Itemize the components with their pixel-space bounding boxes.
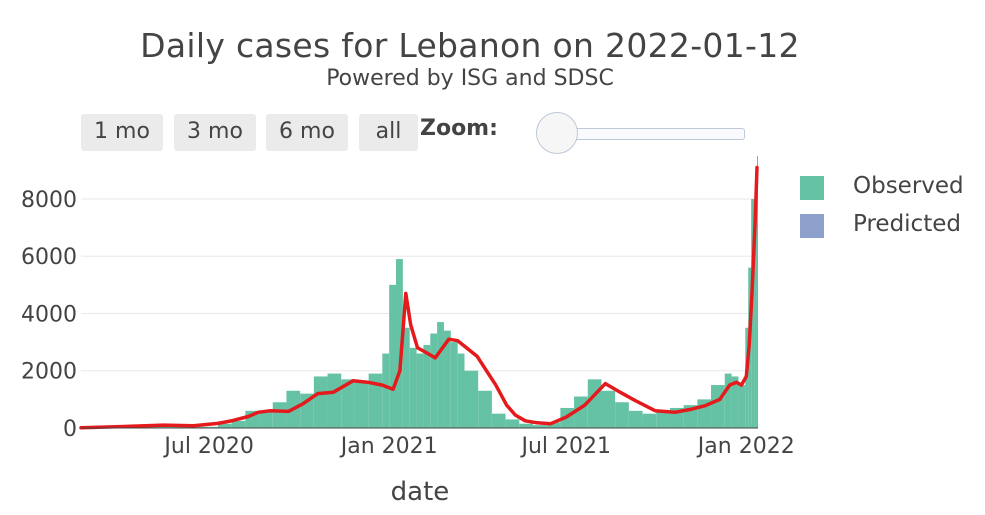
legend-swatch-observed bbox=[800, 176, 824, 200]
y-tick-label: 4000 bbox=[21, 302, 77, 327]
bar-observed bbox=[711, 385, 725, 428]
bar-observed bbox=[491, 413, 506, 428]
x-tick-label: Jul 2020 bbox=[162, 434, 254, 459]
smoothed-line-path bbox=[79, 165, 759, 430]
bar-observed bbox=[642, 413, 657, 428]
range-button-6mo[interactable]: 6 mo bbox=[266, 114, 348, 151]
chart-subtitle: Powered by ISG and SDSC bbox=[326, 66, 614, 91]
bar-observed bbox=[546, 422, 561, 428]
bar-observed bbox=[259, 412, 273, 428]
gridlines bbox=[81, 198, 758, 372]
smoothed-line bbox=[79, 165, 759, 430]
bar-observed bbox=[409, 347, 417, 428]
bar-observed bbox=[601, 390, 616, 428]
bar-predicted bbox=[757, 156, 758, 428]
y-tick-label: 0 bbox=[63, 417, 77, 442]
bar-observed bbox=[628, 410, 643, 428]
bar-observed bbox=[272, 402, 287, 428]
bar-observed bbox=[738, 385, 746, 428]
bar-observed bbox=[587, 379, 602, 428]
bar-observed bbox=[519, 423, 533, 428]
bar-observed bbox=[430, 333, 438, 428]
y-axis-ticks: 0 2000 4000 6000 8000 bbox=[21, 188, 77, 442]
bar-observed bbox=[532, 425, 547, 428]
bar-observed bbox=[756, 216, 758, 428]
bar-observed bbox=[382, 353, 390, 428]
range-button-1mo[interactable]: 1 mo bbox=[81, 114, 163, 151]
bar-observed bbox=[656, 410, 670, 428]
bar-observed bbox=[478, 390, 492, 428]
bar-observed bbox=[368, 373, 383, 428]
zoom-label: Zoom: bbox=[420, 116, 498, 141]
y-tick-label: 2000 bbox=[21, 360, 77, 385]
bar-observed bbox=[402, 327, 410, 428]
y-tick-label: 8000 bbox=[21, 188, 77, 213]
legend-label-predicted: Predicted bbox=[853, 211, 961, 237]
bar-observed bbox=[190, 426, 218, 428]
bars bbox=[81, 156, 758, 428]
legend-swatch-predicted bbox=[800, 214, 824, 238]
bar-observed bbox=[389, 284, 397, 428]
bar-observed bbox=[396, 259, 403, 428]
bar-observed bbox=[231, 420, 246, 428]
range-button-all[interactable]: all bbox=[359, 114, 418, 151]
bar-observed bbox=[443, 330, 451, 428]
range-button-3mo[interactable]: 3 mo bbox=[174, 114, 256, 151]
y-tick-label: 6000 bbox=[21, 245, 77, 270]
bar-observed bbox=[615, 402, 629, 428]
bar-observed bbox=[464, 370, 479, 428]
bar-observed bbox=[724, 373, 732, 428]
bar-observed bbox=[731, 376, 739, 428]
x-tick-label: Jul 2021 bbox=[519, 434, 611, 459]
x-tick-label: Jan 2021 bbox=[339, 434, 438, 459]
bar-observed bbox=[327, 373, 342, 428]
bar-observed bbox=[416, 353, 424, 428]
bar-observed bbox=[505, 419, 520, 428]
chart-title: Daily cases for Lebanon on 2022-01-12 bbox=[140, 26, 800, 65]
bar-observed bbox=[437, 322, 444, 428]
x-axis-title: date bbox=[391, 477, 450, 507]
bar-observed bbox=[217, 423, 232, 428]
bar-observed bbox=[313, 376, 328, 428]
x-tick-label: Jan 2022 bbox=[696, 434, 795, 459]
bar-observed bbox=[450, 342, 458, 428]
bar-observed bbox=[354, 382, 369, 428]
bar-observed bbox=[341, 379, 355, 428]
x-axis-ticks: Jul 2020 Jan 2021 Jul 2021 Jan 2022 bbox=[162, 434, 794, 459]
bar-observed bbox=[423, 344, 431, 428]
bar-observed bbox=[754, 204, 757, 428]
bar-observed bbox=[457, 353, 465, 428]
legend-label-observed: Observed bbox=[853, 173, 964, 199]
zoom-slider-grip[interactable] bbox=[536, 112, 578, 154]
